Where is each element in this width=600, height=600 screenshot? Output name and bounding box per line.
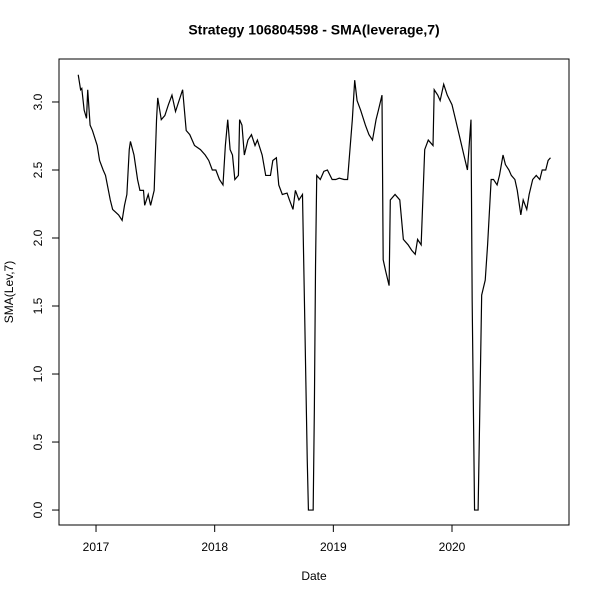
y-axis-label: SMA(Lev,7): [2, 261, 16, 323]
x-tick-label: 2018: [201, 540, 228, 554]
y-tick-label: 0.0: [31, 501, 45, 518]
data-line: [77, 74, 551, 511]
y-tick-label: 2.0: [31, 229, 45, 246]
chart-title: Strategy 106804598 - SMA(leverage,7): [188, 22, 439, 38]
x-tick-label: 2020: [439, 540, 466, 554]
x-tick-label: 2017: [83, 540, 110, 554]
y-tick-label: 3.0: [31, 93, 45, 110]
y-tick-label: 1.0: [31, 365, 45, 382]
y-tick-label: 2.5: [31, 161, 45, 178]
x-axis-label: Date: [301, 569, 327, 583]
x-tick-label: 2019: [320, 540, 347, 554]
y-tick-label: 0.5: [31, 433, 45, 450]
y-tick-label: 1.5: [31, 297, 45, 314]
